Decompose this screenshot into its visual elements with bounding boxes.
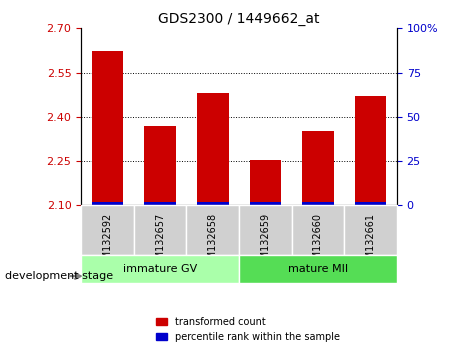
Text: development stage: development stage [5,271,113,281]
FancyBboxPatch shape [81,205,134,255]
Bar [249,202,281,205]
FancyBboxPatch shape [292,205,344,255]
Text: GSM132657: GSM132657 [155,213,165,272]
Text: immature GV: immature GV [123,264,197,274]
FancyBboxPatch shape [239,255,397,283]
Bar [355,202,387,205]
Bar [355,96,387,205]
Text: GSM132658: GSM132658 [208,213,218,272]
Text: GSM132661: GSM132661 [366,213,376,272]
Bar [144,202,176,205]
Text: mature MII: mature MII [288,264,348,274]
FancyBboxPatch shape [239,205,292,255]
Bar [197,202,229,205]
Bar [92,202,123,205]
Bar [197,93,229,205]
Legend: transformed count, percentile rank within the sample: transformed count, percentile rank withi… [152,313,344,346]
Bar [144,126,176,205]
Text: GSM132659: GSM132659 [260,213,270,272]
FancyBboxPatch shape [81,255,239,283]
Bar [92,51,123,205]
FancyBboxPatch shape [134,205,186,255]
Bar [302,131,334,205]
FancyBboxPatch shape [344,205,397,255]
FancyBboxPatch shape [186,205,239,255]
Bar [249,160,281,205]
Bar [302,202,334,205]
Text: GSM132592: GSM132592 [102,213,112,272]
Title: GDS2300 / 1449662_at: GDS2300 / 1449662_at [158,12,320,26]
Text: GSM132660: GSM132660 [313,213,323,272]
